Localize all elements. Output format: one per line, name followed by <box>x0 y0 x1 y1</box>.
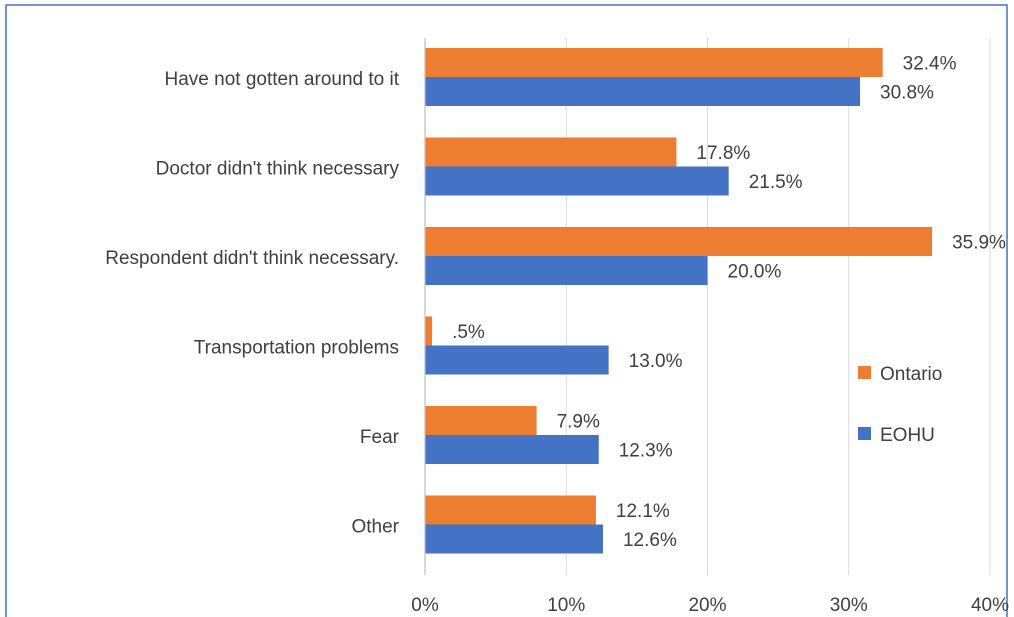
bar-ontario <box>425 48 883 77</box>
legend-swatch-eohu <box>858 427 871 440</box>
bar-eohu <box>425 166 729 196</box>
legend: Ontario EOHU <box>858 364 942 446</box>
bar-ontario <box>425 227 933 256</box>
gridlines <box>565 38 991 575</box>
data-label: 13.0% <box>629 351 683 372</box>
category-label: Transportation problems <box>194 338 399 359</box>
legend-swatch-ontario <box>858 366 871 379</box>
category-label: Have not gotten around to it <box>165 69 400 90</box>
bar-ontario <box>425 316 433 346</box>
data-label: 12.3% <box>619 441 673 462</box>
bar-eohu <box>425 524 603 554</box>
bar-eohu <box>425 256 708 285</box>
data-label: 20.0% <box>728 262 782 283</box>
x-tick-label: 20% <box>688 595 726 616</box>
x-tick-label: 30% <box>830 595 868 616</box>
axes: 0% 10% 20% 30% 40% <box>411 38 1009 616</box>
category-label: Doctor didn't think necessary <box>156 159 400 180</box>
bar-ontario <box>425 495 596 525</box>
bars <box>425 48 933 554</box>
category-label: Other <box>351 517 399 538</box>
bar-ontario <box>425 406 537 435</box>
x-tick-label: 0% <box>411 595 439 616</box>
bar-eohu <box>425 345 609 375</box>
data-label: 35.9% <box>952 233 1006 254</box>
data-label: .5% <box>452 322 485 343</box>
category-label: Fear <box>360 427 400 448</box>
labels: Have not gotten around to it 32.4% 30.8% Do… <box>105 54 1006 552</box>
data-label: 30.8% <box>880 83 934 104</box>
data-label: 21.5% <box>749 172 803 193</box>
data-label: 12.6% <box>623 530 677 551</box>
data-label: 7.9% <box>557 412 600 433</box>
data-label: 32.4% <box>903 54 957 75</box>
legend-label: Ontario <box>880 364 942 385</box>
chart-border <box>5 4 1008 617</box>
data-label: 12.1% <box>616 501 670 522</box>
legend-label: EOHU <box>880 425 935 446</box>
category-label: Respondent didn't think necessary. <box>105 248 399 269</box>
bar-eohu <box>425 77 861 106</box>
bar-ontario <box>425 137 677 167</box>
bar-eohu <box>425 435 599 464</box>
data-label: 17.8% <box>696 143 750 164</box>
x-tick-label: 10% <box>547 595 585 616</box>
x-tick-label: 40% <box>971 595 1009 616</box>
